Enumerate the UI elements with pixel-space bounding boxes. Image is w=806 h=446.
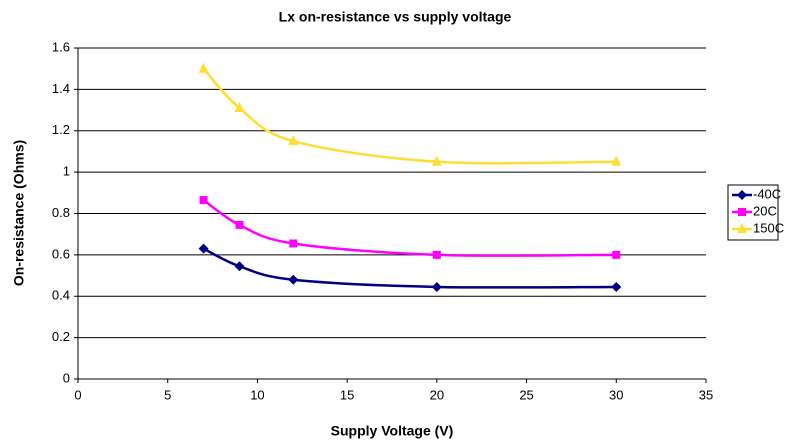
- y-tick-label: 1.6: [52, 39, 70, 54]
- x-axis-label: Supply Voltage (V): [331, 423, 454, 439]
- y-tick-label: 0: [63, 370, 70, 385]
- y-tick-label: 0.4: [52, 288, 70, 303]
- data-point: [199, 196, 208, 205]
- data-point: [234, 101, 245, 112]
- data-point: [288, 274, 299, 285]
- chart-title: Lx on-resistance vs supply voltage: [279, 9, 512, 25]
- x-tick-label: 25: [519, 387, 533, 402]
- data-point: [611, 281, 622, 292]
- y-axis-label: On-resistance (Ohms): [11, 140, 27, 286]
- data-point: [288, 135, 299, 146]
- series-line: [202, 199, 617, 257]
- data-point: [235, 220, 244, 229]
- legend-label: -40C: [753, 186, 781, 201]
- y-tick-label: 1: [63, 164, 70, 179]
- y-tick-label: 1.4: [52, 81, 70, 96]
- data-point: [611, 155, 622, 166]
- x-tick-label: 20: [430, 387, 444, 402]
- x-tick-label: 5: [164, 387, 171, 402]
- data-point: [431, 281, 442, 292]
- x-tick-label: 30: [609, 387, 623, 402]
- y-tick-label: 0.6: [52, 246, 70, 261]
- y-tick-label: 0.2: [52, 329, 70, 344]
- legend-marker: [737, 223, 747, 233]
- x-tick-label: 10: [250, 387, 264, 402]
- data-point: [432, 250, 441, 259]
- series-line: [202, 67, 617, 165]
- data-point: [289, 239, 298, 248]
- y-tick-label: 1.2: [52, 122, 70, 137]
- y-tick-label: 0.8: [52, 205, 70, 220]
- x-tick-label: 0: [74, 387, 81, 402]
- x-tick-label: 15: [340, 387, 354, 402]
- legend-label: 20C: [753, 203, 777, 218]
- legend-marker: [737, 190, 747, 200]
- data-point: [234, 261, 245, 272]
- legend-label: 150C: [753, 220, 784, 235]
- legend-marker: [738, 208, 746, 216]
- x-tick-label: 35: [699, 387, 713, 402]
- series-line: [203, 247, 617, 289]
- data-point: [198, 62, 209, 73]
- data-point: [431, 155, 442, 166]
- data-point: [612, 250, 621, 259]
- data-point: [198, 243, 209, 254]
